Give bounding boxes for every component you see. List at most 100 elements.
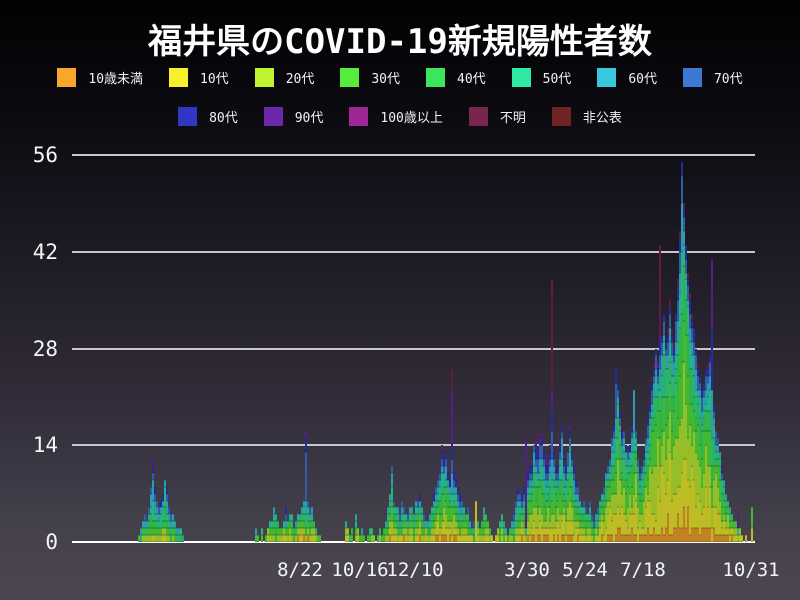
bar-stack bbox=[567, 452, 569, 542]
legend-swatch-icon bbox=[682, 67, 702, 87]
bar-stack bbox=[439, 466, 441, 542]
bar-stack bbox=[639, 472, 641, 542]
bar-stack bbox=[633, 390, 635, 542]
bar-stack bbox=[553, 452, 555, 542]
bar-stack bbox=[537, 452, 539, 542]
bar-stack bbox=[695, 348, 697, 542]
bar-stack bbox=[158, 507, 160, 542]
bar-stack bbox=[487, 521, 489, 542]
bar-stack bbox=[313, 521, 315, 542]
bar-stack bbox=[559, 438, 561, 542]
bar-stack bbox=[140, 528, 142, 542]
bar-stack bbox=[549, 445, 551, 542]
legend-item-5: 50代 bbox=[511, 67, 571, 87]
legend-swatch-icon bbox=[426, 67, 445, 87]
bar-stack bbox=[389, 493, 391, 542]
legend-swatch-icon bbox=[340, 67, 360, 87]
bar-stack bbox=[156, 500, 158, 542]
legend-item-label: 80代 bbox=[209, 110, 238, 126]
bar-stack bbox=[305, 431, 307, 542]
legend-item-11: 不明 bbox=[468, 106, 526, 126]
bar-stack bbox=[575, 479, 577, 542]
legend-swatch-icon bbox=[597, 67, 617, 87]
bar-stack bbox=[275, 514, 277, 542]
bar-stack bbox=[349, 535, 351, 542]
bar-stack bbox=[146, 521, 148, 542]
bar-stack bbox=[469, 521, 471, 542]
bar-stack bbox=[267, 528, 269, 542]
bar-stack bbox=[351, 528, 353, 542]
bar-stack bbox=[142, 521, 144, 542]
bar-stack bbox=[511, 521, 513, 542]
y-tick-label: 14 bbox=[32, 433, 58, 458]
bar-stack bbox=[701, 390, 703, 542]
bar-stack bbox=[445, 452, 447, 542]
bar-stack bbox=[403, 507, 405, 542]
bar-stack bbox=[569, 424, 571, 542]
bar-stack bbox=[645, 438, 647, 542]
bar-stack bbox=[507, 535, 509, 542]
bar-stack bbox=[405, 514, 407, 542]
legend-row-1: 10歳未満 10代 20代 30代 40代 50代 60代 70代 bbox=[0, 64, 800, 90]
bar-stack bbox=[535, 431, 537, 542]
bar-stack bbox=[617, 383, 619, 542]
x-tick-label: 5/24 bbox=[562, 559, 608, 581]
bar-stack bbox=[561, 424, 563, 542]
bar-stack bbox=[283, 521, 285, 542]
gridline bbox=[72, 154, 755, 156]
legend-item-label: 100歳以上 bbox=[380, 110, 443, 126]
bar-stack bbox=[739, 528, 741, 542]
gridline bbox=[72, 347, 755, 350]
bar-stack bbox=[255, 528, 257, 542]
bar-stack bbox=[347, 528, 349, 542]
legend-item-label: 60代 bbox=[628, 71, 657, 87]
legend: 10歳未満 10代 20代 30代 40代 50代 60代 70代 80代 90代 100歳以上 不… bbox=[0, 64, 800, 129]
bar-stack bbox=[369, 528, 371, 542]
bar-stack bbox=[611, 438, 613, 542]
bar-stack bbox=[367, 535, 369, 542]
bar-stack bbox=[521, 493, 523, 542]
bar-stack bbox=[657, 362, 659, 542]
bar-stack bbox=[733, 521, 735, 542]
bar-stack bbox=[451, 369, 453, 542]
bar-stack bbox=[647, 417, 649, 542]
bar-stack bbox=[587, 514, 589, 542]
bar-stack bbox=[401, 500, 403, 542]
legend-item-label: 10代 bbox=[200, 71, 229, 87]
legend-swatch-icon bbox=[349, 106, 369, 126]
legend-item-2: 20代 bbox=[254, 67, 314, 87]
bar-stack bbox=[699, 376, 701, 542]
bar-stack bbox=[485, 514, 487, 542]
bar-stack bbox=[629, 445, 631, 542]
bar-stack bbox=[525, 438, 527, 542]
bar-stack bbox=[160, 500, 162, 542]
bar-stack bbox=[649, 396, 651, 542]
bar-stack bbox=[735, 521, 737, 542]
bar-stack bbox=[303, 500, 305, 542]
bar-stack bbox=[517, 486, 519, 542]
bar-stack bbox=[601, 493, 603, 542]
bar-stack bbox=[505, 528, 507, 542]
bar-stack bbox=[471, 528, 473, 542]
bar-stack bbox=[513, 514, 515, 542]
bar-stack bbox=[371, 528, 373, 542]
bar-stack bbox=[713, 403, 715, 542]
y-tick-label: 56 bbox=[32, 143, 58, 167]
bar-stack bbox=[463, 507, 465, 542]
bar-stack bbox=[731, 514, 733, 542]
bar-stack bbox=[301, 507, 303, 542]
bar-stack bbox=[631, 424, 633, 542]
bar-stack bbox=[663, 314, 665, 542]
bar-stack bbox=[152, 459, 154, 542]
legend-item-label: 30代 bbox=[371, 71, 400, 87]
bar-stack bbox=[653, 362, 655, 542]
x-axis-baseline bbox=[72, 541, 755, 543]
bar-stack bbox=[397, 507, 399, 542]
bar-stack bbox=[455, 472, 457, 542]
bar-stack bbox=[393, 500, 395, 542]
bar-stack bbox=[605, 472, 607, 542]
bar-stack bbox=[533, 445, 535, 542]
bar-stack bbox=[361, 528, 363, 542]
bar-stack bbox=[491, 535, 493, 542]
bar-stack bbox=[377, 535, 379, 542]
